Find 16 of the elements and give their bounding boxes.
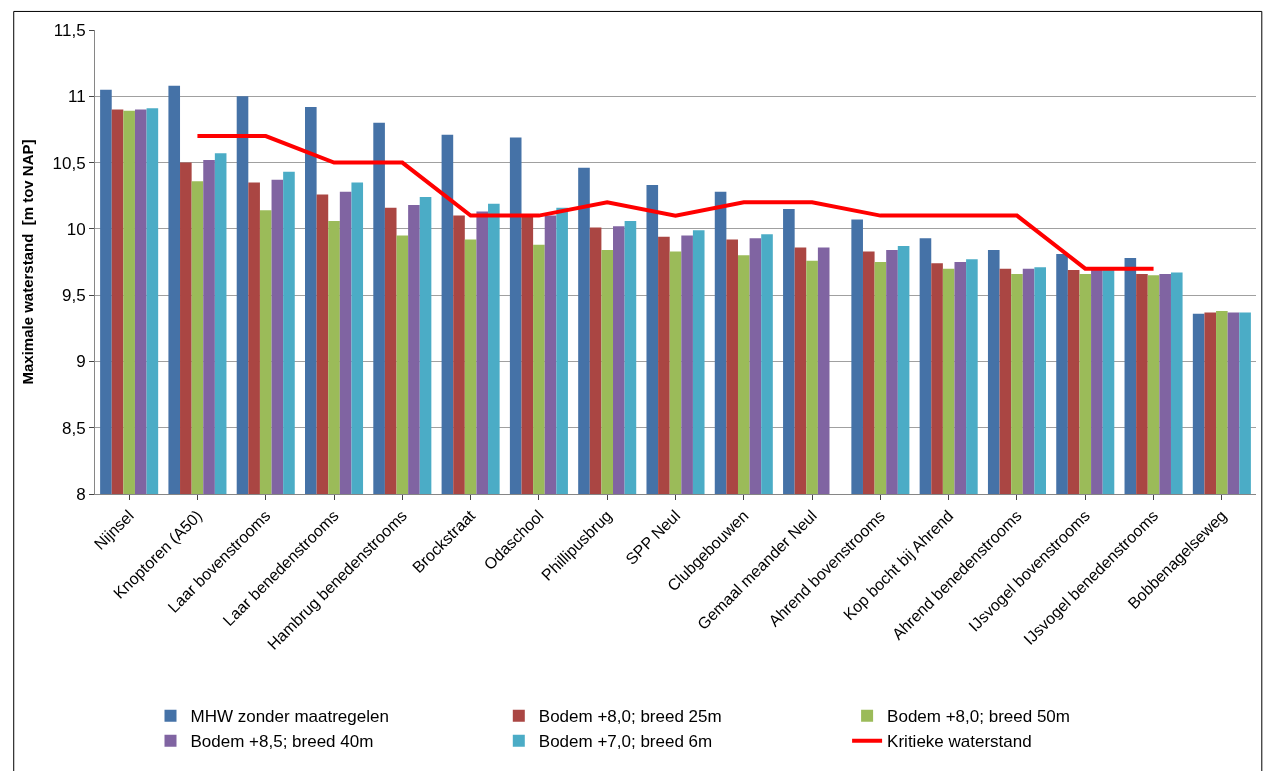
y-tick-label: 10 [66,219,86,239]
y-tick-label: 10,5 [52,153,86,173]
y-tick-label: 9 [76,352,86,372]
line-series [195,134,1156,271]
y-tick-label: 11,5 [53,20,86,40]
legend-label: MHW zonder maatregelen [190,707,389,727]
y-tick-label: 9,5 [61,286,86,306]
y-tick-label: 11 [67,87,86,107]
legend-label: Bodem +8,0; breed 50m [887,707,1070,727]
legend-label: Kritieke waterstand [887,732,1032,752]
y-axis-title: Maximale waterstand [m tov NAP] [18,139,36,385]
legend-label: Bodem +7,0; breed 6m [538,732,713,752]
legend-label: Bodem +8,5; breed 40m [190,732,374,752]
legend-label: Bodem +8,0; breed 25m [538,707,722,727]
y-tick-label: 8,5 [61,418,86,438]
y-tick-label: 8 [76,484,86,504]
